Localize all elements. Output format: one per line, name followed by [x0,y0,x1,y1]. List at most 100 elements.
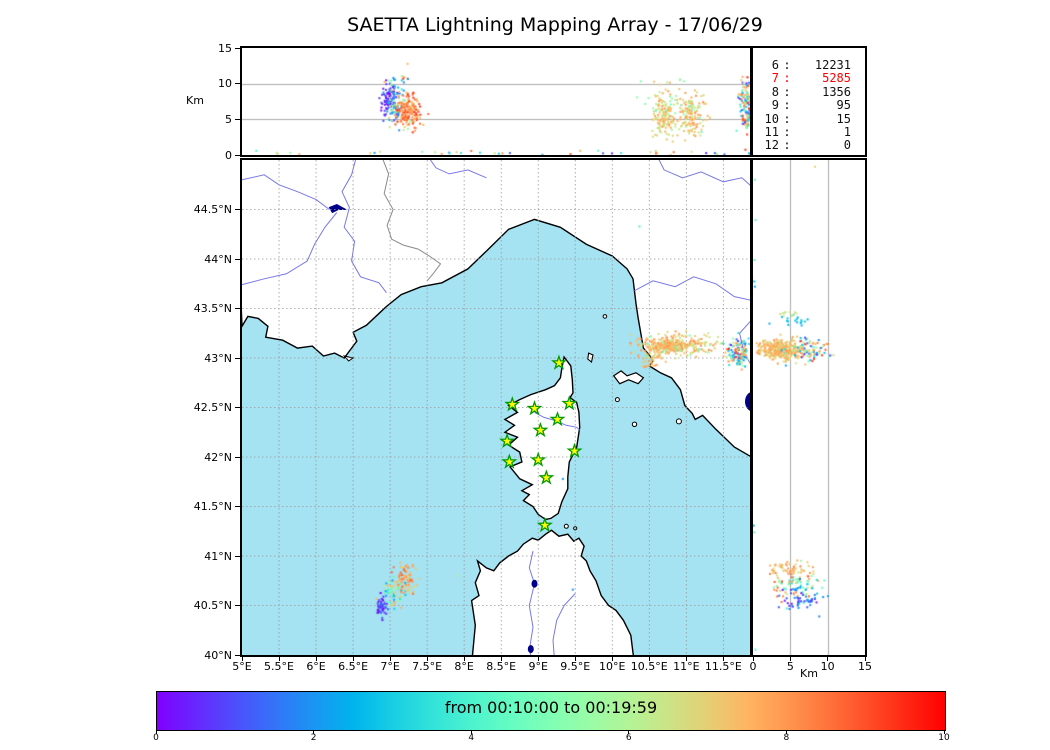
legend-count: 15 [836,111,851,126]
alt-tick-mark-top [235,118,240,120]
lon-tick-label: 5.5°E [264,660,294,673]
legend-row-level-9: 9: 95 [753,98,865,113]
map-geography [233,149,761,666]
lon-tick-mark [685,656,687,661]
colorbar-tick-mark [470,731,472,734]
legend-colon: : [783,125,791,140]
lat-tick-mark [235,407,240,408]
legend-count: 0 [843,138,851,153]
alt-tick-label-right: 5 [786,660,794,673]
colorbar-tick-mark [785,731,787,734]
lat-tick-label: 44.5°N [193,203,232,216]
lat-tick-label: 43°N [204,351,232,365]
station-count-legend: 6: 12231 7: 5285 8: 1356 9: 95 10: 15 11: 1 12: 0 [751,46,867,157]
lon-tick-label: 11°E [673,660,700,673]
lon-tick-label: 7°E [380,660,400,673]
lon-tick-label: 6.5°E [338,660,369,673]
colorbar-tick-label: 6 [625,733,632,743]
colorbar-tick-mark [943,731,945,734]
alt-tick-mark-top [235,47,240,49]
legend-colon: : [783,111,791,126]
colorbar-tick-label: 2 [310,733,317,743]
legend-colon: : [783,138,791,153]
lon-tick-mark [426,656,428,661]
colorbar-tick-label: 4 [468,733,475,743]
alt-tick-label-top: 10 [218,77,232,91]
alt-tick-label-right: 10 [820,660,835,673]
colorbar-tick-label: 10 [938,733,950,743]
legend-row-level-6: 6: 12231 [753,58,865,72]
lon-tick-label: 8.5°E [486,660,517,673]
legend-colon: : [783,58,791,72]
legend-colon: : [783,71,791,86]
lon-tick-mark [574,656,576,661]
lon-tick-label: 6°E [306,660,326,673]
legend-row-level-8: 8: 1356 [753,84,865,99]
legend-level: 7 [771,71,779,86]
lon-tick-mark [389,656,391,661]
lat-tick-mark [235,357,240,359]
alt-tick-mark-right [752,656,754,661]
legend-level: 11 [764,125,779,140]
lat-tick-mark [235,555,240,557]
alt-tick-mark-top [235,83,240,85]
small-island [675,418,682,425]
lon-tick-mark [463,656,465,661]
lat-tick-label: 41°N [204,549,232,563]
lake [527,645,534,654]
small-island [631,421,638,427]
altitude-latitude-panel [751,158,867,657]
lon-tick-label: 10.5°E [630,660,668,673]
lon-tick-mark [648,656,650,661]
lon-tick-label: 9.5°E [560,660,591,673]
map-panel [233,149,761,666]
legend-level: 9 [771,98,779,113]
small-island [602,314,608,319]
alt-tick-label-top: 15 [218,41,232,55]
figure-title: SAETTA Lightning Mapping Array - 17/06/2… [347,14,763,36]
colorbar-tick-label: 0 [153,733,159,743]
lat-tick-mark [235,258,240,260]
alt-tick-mark-right [789,656,791,661]
legend-row-level-12: 12: 0 [753,138,865,153]
colorbar-tick-mark [313,731,315,734]
legend-level: 6 [771,58,779,72]
lon-tick-label: 5°E [232,660,252,673]
lat-tick-mark [235,654,240,656]
altitude-axis-label-top: Km [186,94,204,107]
legend-count: 95 [836,98,851,113]
small-island [614,397,620,403]
altitude-longitude-panel [240,46,752,157]
lon-tick-mark [537,656,539,661]
lon-tick-label: 11.5°E [704,660,742,673]
alt-tick-label-top: 5 [225,112,232,126]
alt-tick-mark-top [235,154,240,156]
lon-tick-mark [352,656,354,661]
alt-tick-label-right: 15 [858,660,872,673]
lat-tick-label: 42.5°N [193,401,232,414]
alt-tick-mark-right [864,656,866,661]
lat-tick-label: 40.5°N [193,599,232,612]
lon-tick-label: 7.5°E [412,660,443,673]
lon-tick-label: 8°E [454,660,474,673]
alt-tick-mark-right [827,656,829,661]
legend-row-level-11: 11: 1 [753,125,865,140]
lat-tick-label: 43.5°N [193,302,232,315]
lon-tick-mark [722,656,724,661]
lat-tick-label: 42°N [204,450,232,464]
legend-count: 1 [843,125,851,140]
legend-level: 12 [764,138,779,153]
altitude-latitude-scatter [753,160,865,655]
legend-count: 1356 [822,84,851,99]
lat-tick-label: 44°N [204,252,232,266]
legend-level: 10 [764,111,779,126]
lake [531,579,538,588]
lon-tick-label: 9°E [528,660,548,673]
legend-row-level-10: 10: 15 [753,111,865,126]
legend-colon: : [783,98,791,113]
small-island [563,523,569,529]
alt-tick-label-right: 0 [749,660,757,673]
lon-tick-label: 10°E [599,660,626,673]
lat-tick-mark [235,308,240,309]
